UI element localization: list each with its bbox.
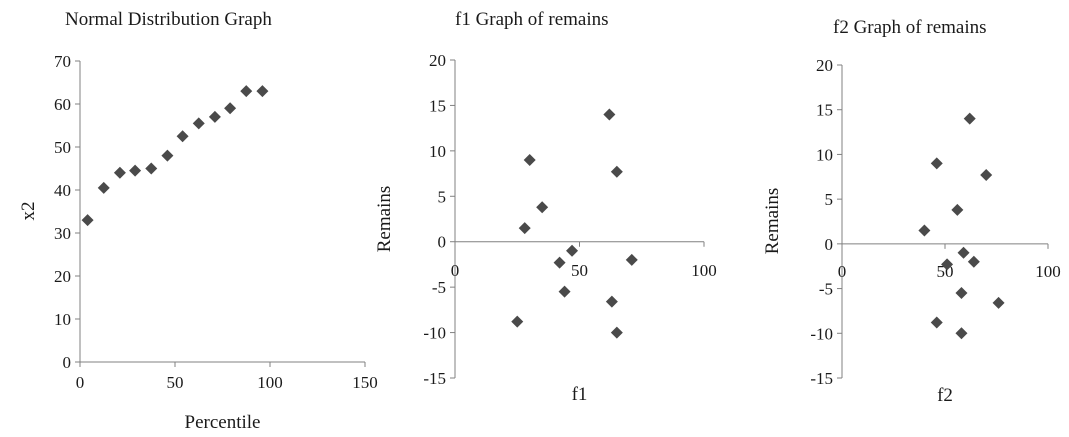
- data-point-marker: [963, 112, 976, 125]
- y-tick-label: 40: [54, 181, 71, 200]
- y-tick-label: 10: [54, 310, 71, 329]
- y-tick-label: 30: [54, 224, 71, 243]
- y-axis-label: Remains: [374, 186, 395, 253]
- y-tick-label: 20: [816, 56, 833, 75]
- data-point-marker: [511, 315, 524, 328]
- x-axis-label: f2: [937, 385, 953, 406]
- data-point-marker: [256, 85, 269, 98]
- data-point-marker: [957, 246, 970, 259]
- data-point-marker: [930, 316, 943, 329]
- x-tick-label: 50: [167, 373, 184, 392]
- data-point-marker: [955, 327, 968, 340]
- y-tick-label: 70: [54, 52, 71, 71]
- data-point-marker: [553, 256, 566, 269]
- data-point-marker: [536, 201, 549, 214]
- data-point-marker: [625, 253, 638, 266]
- y-tick-label: 0: [825, 235, 834, 254]
- data-point-marker: [955, 287, 968, 300]
- data-point-marker: [81, 214, 94, 227]
- y-tick-label: 50: [54, 138, 71, 157]
- data-point-marker: [610, 326, 623, 339]
- data-point-marker: [523, 153, 536, 166]
- y-tick-label: 5: [825, 190, 834, 209]
- y-tick-label: -15: [423, 369, 446, 388]
- data-point-marker: [240, 85, 253, 98]
- x-tick-label: 100: [1035, 262, 1061, 281]
- y-tick-label: -10: [810, 324, 833, 343]
- chart-title: f2 Graph of remains: [833, 17, 987, 38]
- data-point-marker: [992, 296, 1005, 309]
- x-tick-label: 0: [451, 261, 460, 280]
- data-point-marker: [192, 117, 205, 130]
- data-point-marker: [603, 108, 616, 121]
- data-point-marker: [224, 102, 237, 115]
- data-point-marker: [941, 258, 954, 271]
- data-point-marker: [967, 255, 980, 268]
- y-tick-label: 0: [63, 353, 72, 372]
- chart-title: Normal Distribution Graph: [65, 9, 272, 30]
- y-tick-label: -5: [432, 278, 446, 297]
- y-tick-label: 10: [816, 145, 833, 164]
- y-tick-label: -10: [423, 324, 446, 343]
- data-point-marker: [208, 110, 221, 123]
- data-point-marker: [558, 285, 571, 298]
- x-tick-label: 100: [257, 373, 283, 392]
- y-tick-label: 0: [438, 233, 447, 252]
- y-tick-label: 10: [429, 142, 446, 161]
- x-tick-label: 0: [76, 373, 85, 392]
- data-point-marker: [610, 165, 623, 178]
- data-point-marker: [951, 203, 964, 216]
- y-axis-label: Remains: [762, 188, 783, 255]
- x-axis-label: Percentile: [185, 412, 261, 433]
- x-tick-label: 0: [838, 262, 847, 281]
- data-point-marker: [980, 168, 993, 181]
- y-tick-label: 15: [816, 101, 833, 120]
- y-tick-label: 15: [429, 96, 446, 115]
- y-tick-label: 60: [54, 95, 71, 114]
- data-point-marker: [176, 130, 189, 143]
- y-tick-label: -5: [819, 280, 833, 299]
- data-point-marker: [97, 181, 110, 194]
- data-point-marker: [918, 224, 931, 237]
- data-point-marker: [145, 162, 158, 175]
- x-tick-label: 100: [691, 261, 717, 280]
- y-tick-label: -15: [810, 369, 833, 388]
- x-tick-label: 50: [571, 261, 588, 280]
- data-point-marker: [930, 157, 943, 170]
- y-tick-label: 5: [438, 187, 447, 206]
- data-point-marker: [129, 164, 142, 177]
- data-point-marker: [518, 222, 531, 235]
- chart-title: f1 Graph of remains: [455, 9, 609, 30]
- x-axis-label: f1: [572, 384, 588, 405]
- data-point-marker: [113, 166, 126, 179]
- y-tick-label: 20: [54, 267, 71, 286]
- y-axis-label: x2: [18, 202, 39, 221]
- x-tick-label: 150: [352, 373, 378, 392]
- data-point-marker: [161, 149, 174, 162]
- data-point-marker: [605, 295, 618, 308]
- y-tick-label: 20: [429, 51, 446, 70]
- data-point-marker: [566, 244, 579, 257]
